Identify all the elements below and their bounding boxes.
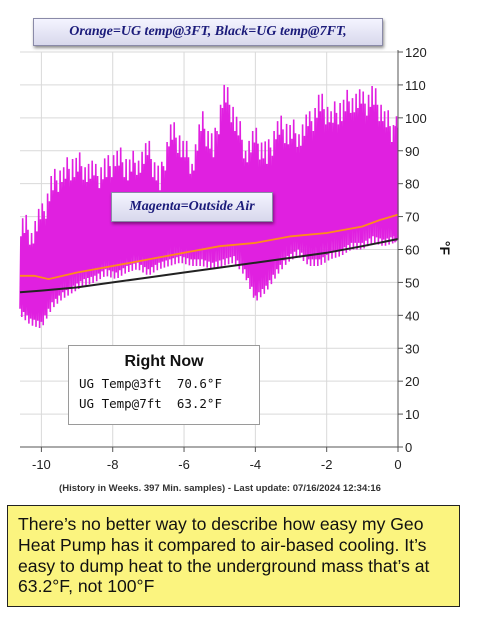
axes: 0 10 20 30 40 50 60 70 80 90 100 110 120 -10 -8 -6 -4 -2 0: [20, 45, 427, 472]
y-tick-label: 80: [405, 177, 419, 192]
x-tick-label: -10: [32, 457, 51, 472]
y-tick-label: 50: [405, 275, 419, 290]
x-tick-label: -2: [321, 457, 333, 472]
legend-outside-air: Magenta=Outside Air: [111, 192, 273, 222]
history-footer: (History in Weeks. 397 Min. samples) - L…: [59, 483, 381, 494]
ug-temp-3ft-readout: UG Temp@3ft 70.6°F: [79, 376, 222, 391]
y-tick-label: 10: [405, 407, 419, 422]
y-axis-unit-label: °F: [437, 240, 454, 256]
series-ug-7ft: [19, 238, 399, 294]
series-layer: [19, 84, 399, 329]
y-tick-label: 20: [405, 374, 419, 389]
x-tick-label: -8: [107, 457, 119, 472]
y-tick-label: 40: [405, 308, 419, 323]
y-tick-label: 120: [405, 45, 427, 60]
caption-box: There’s no better way to describe how ea…: [7, 505, 460, 607]
x-tick-label: -4: [250, 457, 262, 472]
y-tick-label: 90: [405, 144, 419, 159]
right-now-panel: Right Now UG Temp@3ft 70.6°F UG Temp@7ft…: [68, 345, 260, 425]
series-ug-3ft: [20, 213, 399, 281]
y-tick-label: 100: [405, 111, 427, 126]
x-tick-label: -6: [178, 457, 190, 472]
right-now-title: Right Now: [124, 353, 204, 370]
y-tick-label: 60: [405, 243, 419, 258]
y-tick-label: 70: [405, 210, 419, 225]
caption-text: There’s no better way to describe how ea…: [18, 514, 430, 597]
legend-top: Orange=UG temp@3FT, Black=UG temp@7FT,: [33, 18, 383, 46]
ug-temp-7ft-readout: UG Temp@7ft 63.2°F: [79, 396, 222, 411]
y-tick-label: 0: [405, 440, 412, 455]
chart: 0 10 20 30 40 50 60 70 80 90 100 110 120 -10 -8 -6 -4 -2 0: [19, 45, 427, 472]
y-tick-label: 110: [405, 78, 426, 93]
y-tick-label: 30: [405, 341, 419, 356]
x-tick-label: 0: [394, 457, 401, 472]
